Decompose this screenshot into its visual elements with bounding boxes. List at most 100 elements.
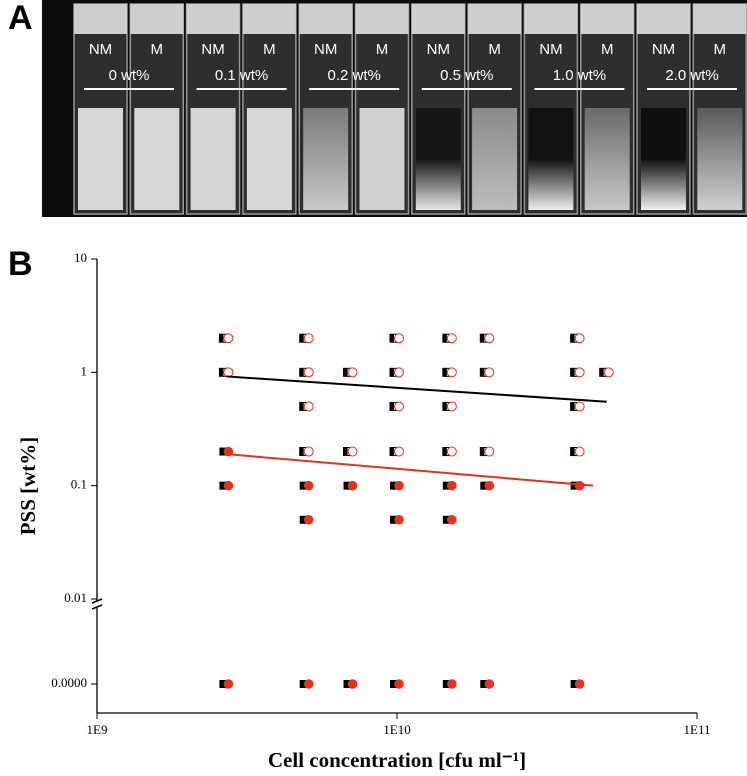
point bbox=[480, 480, 495, 491]
point bbox=[599, 367, 614, 378]
point bbox=[343, 679, 358, 689]
x-tick-label: 1E10 bbox=[383, 722, 410, 737]
circle-marker bbox=[223, 480, 234, 491]
circle-marker bbox=[394, 480, 404, 491]
circle-marker bbox=[574, 367, 585, 378]
circle-marker bbox=[574, 446, 585, 457]
circle-marker bbox=[574, 679, 585, 689]
point bbox=[570, 333, 585, 344]
suspension bbox=[697, 108, 743, 210]
concentration-label: 1.0 wt% bbox=[553, 67, 606, 84]
circle-marker bbox=[447, 679, 457, 689]
trend-line bbox=[226, 375, 607, 403]
cuvette-cap bbox=[468, 4, 522, 34]
circle-marker bbox=[394, 333, 404, 344]
square-half bbox=[570, 368, 575, 377]
circle-marker bbox=[484, 367, 495, 378]
square-half bbox=[299, 402, 304, 411]
cuvette-cap bbox=[693, 4, 747, 34]
point bbox=[343, 367, 358, 378]
square-marker bbox=[390, 680, 398, 688]
cuvette-cap bbox=[186, 4, 240, 34]
sample-label: M bbox=[151, 41, 164, 58]
circle-marker bbox=[303, 514, 314, 525]
circle-marker bbox=[447, 480, 457, 491]
square-half bbox=[599, 368, 604, 377]
square-half bbox=[390, 447, 394, 456]
circle-marker bbox=[394, 514, 404, 525]
suspension bbox=[303, 108, 349, 210]
circle-marker bbox=[303, 333, 314, 344]
square-marker bbox=[299, 680, 308, 688]
square-marker bbox=[219, 447, 228, 456]
plot: 10 1 0.1 0.01 0.0000 1E9 1E10 1E11 bbox=[51, 250, 710, 737]
square-marker bbox=[442, 680, 451, 688]
point bbox=[343, 446, 358, 457]
suspension bbox=[528, 108, 574, 210]
circle-marker bbox=[394, 679, 404, 689]
circle-marker bbox=[446, 446, 457, 457]
point bbox=[219, 480, 234, 491]
point bbox=[442, 514, 457, 525]
point bbox=[479, 367, 495, 378]
sample-label: M bbox=[376, 41, 389, 58]
cuvette-cap bbox=[242, 4, 296, 34]
square-marker bbox=[390, 515, 398, 524]
square-half bbox=[299, 447, 304, 456]
point bbox=[480, 679, 495, 689]
cuvette-cap bbox=[637, 4, 690, 34]
suspension bbox=[78, 108, 123, 210]
cuvette-cap bbox=[130, 4, 184, 34]
concentration-label: 2.0 wt% bbox=[665, 67, 718, 84]
cuvette-cap bbox=[74, 4, 127, 34]
square-marker bbox=[390, 481, 398, 490]
point bbox=[299, 679, 314, 689]
square-half bbox=[480, 447, 485, 456]
circle-marker bbox=[574, 401, 585, 412]
circle-marker bbox=[447, 514, 457, 525]
point bbox=[442, 333, 457, 344]
point bbox=[389, 446, 404, 457]
circle-marker bbox=[484, 480, 495, 491]
square-half bbox=[442, 334, 447, 343]
square-half bbox=[442, 368, 447, 377]
sample-label: M bbox=[263, 41, 276, 58]
point bbox=[299, 480, 314, 491]
suspension bbox=[584, 108, 630, 210]
sample-label: M bbox=[714, 41, 727, 58]
point bbox=[218, 333, 234, 344]
square-marker bbox=[442, 481, 451, 490]
cuvette-cap bbox=[355, 4, 409, 34]
square-marker bbox=[299, 481, 308, 490]
circle-marker bbox=[223, 679, 234, 689]
circle-marker bbox=[223, 333, 234, 344]
x-tick-label: 1E11 bbox=[684, 722, 711, 737]
trend-line bbox=[226, 453, 594, 487]
square-half bbox=[299, 368, 304, 377]
panel-label: B bbox=[8, 245, 33, 283]
concentration-label: 0 wt% bbox=[109, 67, 150, 84]
square-marker bbox=[480, 680, 489, 688]
square-half bbox=[390, 402, 394, 411]
suspension bbox=[190, 108, 236, 210]
circle-marker bbox=[347, 480, 358, 491]
y-tick-label: 0.01 bbox=[64, 590, 87, 605]
point bbox=[389, 367, 404, 378]
circle-marker bbox=[574, 333, 585, 344]
square-marker bbox=[219, 481, 228, 490]
circle-marker bbox=[347, 446, 358, 457]
square-marker bbox=[570, 481, 579, 490]
circle-marker bbox=[303, 367, 314, 378]
point bbox=[570, 401, 585, 412]
cuvette-cap bbox=[299, 4, 353, 34]
point bbox=[390, 514, 404, 525]
square-half bbox=[480, 334, 485, 343]
circle-marker bbox=[394, 446, 404, 457]
suspension bbox=[415, 108, 461, 210]
point bbox=[389, 401, 404, 412]
concentration-label: 0.5 wt% bbox=[440, 67, 493, 84]
suspension bbox=[134, 108, 180, 210]
sample-label: NM bbox=[652, 41, 675, 58]
square-half bbox=[480, 368, 485, 377]
